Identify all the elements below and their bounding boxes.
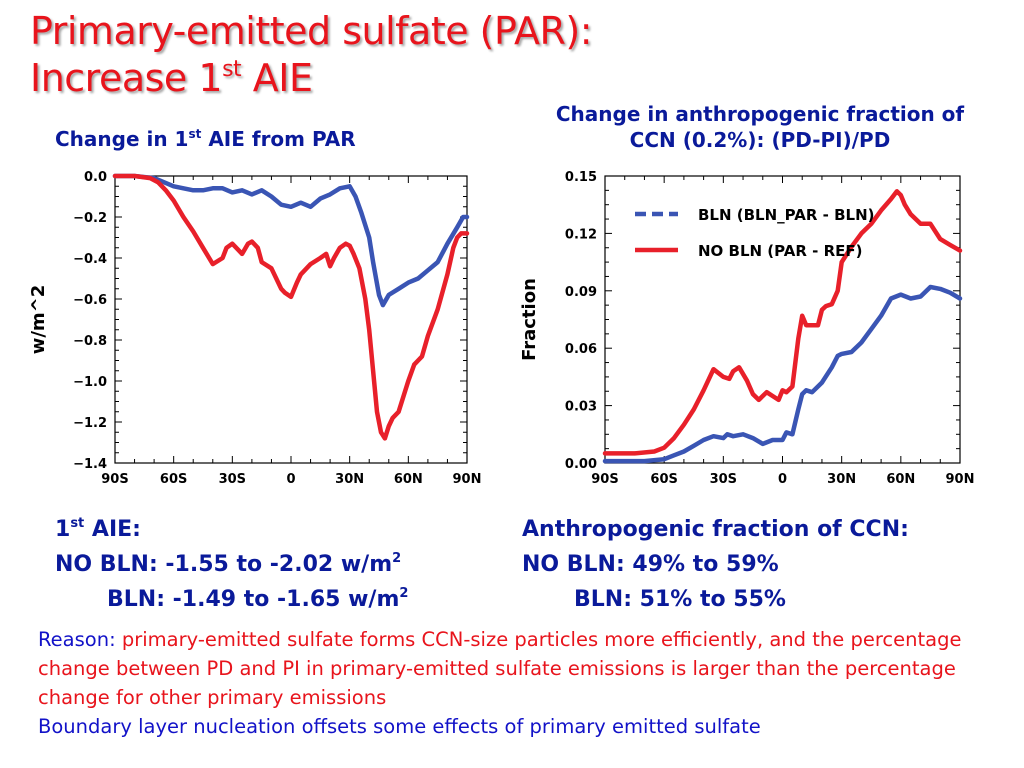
right-x-tick-label: 90N [946, 472, 975, 487]
right-y-tick-label: 0.09 [565, 285, 597, 300]
left-series-line-0 [112, 173, 470, 308]
left-x-tick-label: 0 [286, 472, 295, 487]
right-y-tick-label: 0.00 [565, 457, 597, 472]
legend-label-1: NO BLN (PAR - REF) [698, 242, 863, 260]
left-y-tick-label: −1.2 [73, 416, 107, 431]
right-y-tick-label: 0.15 [565, 170, 597, 185]
right-x-tick-label: 60S [650, 472, 677, 487]
summary-right-bln: BLN: 51% to 55% [574, 587, 786, 612]
right-chart-title-line-2: CCN (0.2%): (PD-PI)/PD [629, 128, 891, 152]
summary-left-head-sup: st [70, 516, 85, 531]
left-x-tick-label: 30S [219, 472, 246, 487]
reason-body: primary-emitted sulfate forms CCN-size p… [38, 628, 962, 709]
right-chart-title: Change in anthropogenic fraction of CCN (… [505, 101, 1015, 153]
title-line-2-sup: st [222, 57, 242, 82]
right-y-tick-label: 0.12 [565, 227, 597, 242]
left-x-tick-label: 90N [453, 472, 482, 487]
right-x-tick-label: 0 [778, 472, 787, 487]
right-series-line-1 [602, 189, 963, 456]
summary-left-bln-text: BLN: -1.49 to -1.65 w/m [107, 587, 400, 612]
right-x-tick-label: 60N [886, 472, 915, 487]
right-x-tick-label: 30N [827, 472, 856, 487]
left-y-axis-label: w/m^2 [28, 285, 49, 355]
right-x-tick-label: 90S [591, 472, 618, 487]
right-y-tick-label: 0.03 [565, 400, 597, 415]
summary-left-nobln-text: NO BLN: -1.55 to -2.02 w/m [55, 552, 393, 577]
left-y-tick-label: −0.4 [73, 252, 107, 267]
left-x-tick-label: 30N [335, 472, 364, 487]
left-y-tick-label: −1.0 [73, 375, 107, 390]
summary-right-nobln: NO BLN: 49% to 59% [522, 552, 779, 577]
right-y-axis-label: Fraction [519, 278, 540, 361]
summary-left-bln: BLN: -1.49 to -1.65 w/m2 [55, 582, 408, 617]
left-chart-title: Change in 1st AIE from PAR [55, 126, 356, 152]
left-y-tick-label: −0.6 [73, 293, 107, 308]
title-line-2: Increase 1st AIE [30, 56, 313, 100]
left-y-tick-label: −1.4 [73, 457, 107, 472]
legend-label-0: BLN (BLN_PAR - BLN) [698, 206, 875, 224]
left-y-tick-label: −0.8 [73, 334, 107, 349]
left-chart-title-sup: st [188, 127, 202, 141]
left-chart-title-pre: Change in 1 [55, 127, 189, 151]
summary-left-nobln-sup: 2 [392, 551, 402, 566]
reason-bln-note: Boundary layer nucleation offsets some e… [38, 715, 761, 738]
right-x-tick-label: 30S [710, 472, 737, 487]
reason-text: Reason: primary-emitted sulfate forms CC… [38, 625, 998, 741]
summary-left-head: 1st AIE: [55, 512, 408, 547]
left-series-line-1 [112, 173, 470, 441]
left-x-tick-label: 60S [160, 472, 187, 487]
title-line-2-pre: Increase 1 [30, 56, 223, 100]
title-line-2-post: AIE [241, 56, 313, 100]
slide-title: Primary-emitted sulfate (PAR): Increase 1… [30, 8, 593, 102]
summary-left: 1st AIE: NO BLN: -1.55 to -2.02 w/m2 BLN… [55, 512, 408, 617]
right-y-tick-label: 0.06 [565, 342, 597, 357]
summary-left-nobln: NO BLN: -1.55 to -2.02 w/m2 [55, 547, 408, 582]
summary-left-head-pre: 1 [55, 517, 71, 542]
summary-right: Anthropogenic fraction of CCN: NO BLN: 4… [522, 512, 909, 617]
left-chart-title-post: AIE from PAR [201, 127, 356, 151]
right-series-line-0 [602, 284, 963, 464]
summary-right-head: Anthropogenic fraction of CCN: [522, 517, 909, 542]
left-y-tick-label: 0.0 [84, 170, 107, 185]
reason-label: Reason: [38, 628, 122, 651]
reason-paragraph: Reason: primary-emitted sulfate forms CC… [38, 625, 998, 712]
left-y-tick-label: −0.2 [73, 211, 107, 226]
summary-left-head-post: AIE: [84, 517, 141, 542]
summary-left-bln-sup: 2 [399, 586, 409, 601]
left-x-tick-label: 90S [101, 472, 128, 487]
title-line-1: Primary-emitted sulfate (PAR): [30, 9, 593, 53]
left-x-tick-label: 60N [394, 472, 423, 487]
right-chart-title-line-1: Change in anthropogenic fraction of [555, 102, 965, 126]
